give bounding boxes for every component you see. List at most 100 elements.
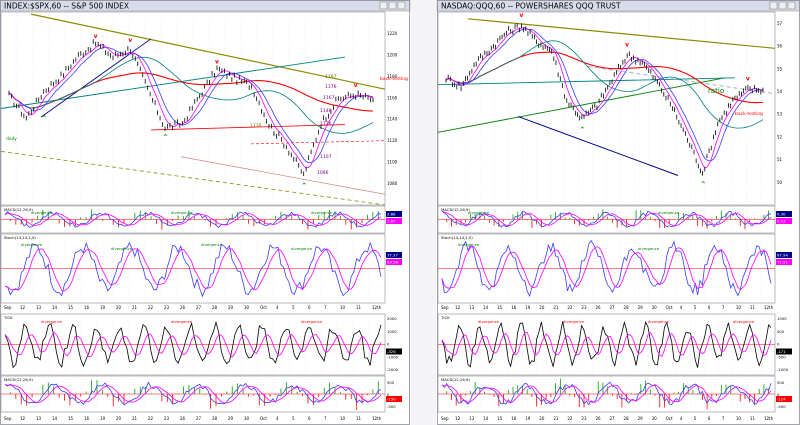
price-axis-label: 1160 <box>387 95 398 100</box>
value-badge <box>776 396 792 402</box>
maximize-icon[interactable] <box>388 1 397 10</box>
x-tick-label: 13 <box>469 305 475 310</box>
pivot-high-marker: v <box>128 37 132 44</box>
pivot-high-marker: v <box>215 59 219 66</box>
x-tick-label: 12 <box>20 416 26 421</box>
tick-axis-label: 1000 <box>777 316 787 321</box>
price-annotation: 1167 <box>323 95 335 101</box>
stoch-signal-line <box>4 248 382 292</box>
x-tick-label: Oct <box>666 416 673 421</box>
x-tick-label: Sep <box>4 305 12 310</box>
macd-signal-line <box>4 212 382 227</box>
moving-average-fast <box>8 44 374 169</box>
divergence-label: divergence <box>111 246 133 251</box>
tick-label: TICK <box>3 315 13 320</box>
tick-line <box>441 320 772 368</box>
close-icon[interactable] <box>397 1 406 10</box>
divergence-label: divergence <box>478 319 500 324</box>
price-axis-label: 50 <box>777 180 783 185</box>
macd2-line <box>441 381 772 406</box>
x-tick-label: 28 <box>624 416 630 421</box>
x-tick-label: 30 <box>652 305 658 310</box>
divergence-label: divergence <box>311 210 333 215</box>
trend-line-salmon <box>180 156 386 195</box>
price-axis-label: 1100 <box>387 160 398 165</box>
x-tick-label: 10 <box>340 416 346 421</box>
pivot-high-marker: v <box>354 82 358 89</box>
x-tick-label: 7 <box>324 305 327 310</box>
tick-signal-line <box>4 331 382 358</box>
x-tick-label: 12th <box>764 416 774 421</box>
x-tick-label: 22 <box>148 416 154 421</box>
tick-line <box>4 320 382 369</box>
price-annotation: 1130 <box>250 123 262 129</box>
close-icon[interactable] <box>787 1 796 10</box>
x-tick-label: 29 <box>638 305 644 310</box>
price-annotation: 1096 <box>317 170 329 176</box>
support-line <box>150 124 346 131</box>
divergence-label: divergence <box>658 210 680 215</box>
tick-axis-label: 0 <box>777 342 780 347</box>
x-tick-label: 27 <box>196 305 202 310</box>
value-badge <box>386 252 402 258</box>
x-tick-label: 4 <box>680 305 683 310</box>
x-tick-label: 12th <box>372 305 382 310</box>
macd-signal-line <box>441 210 772 227</box>
x-tick-label: 13 <box>469 416 475 421</box>
x-tick-label: 19 <box>100 305 106 310</box>
macd-label: MACD(12,26,9) <box>4 207 33 212</box>
x-tick-label: 16 <box>84 416 90 421</box>
minimize-icon[interactable] <box>769 1 778 10</box>
trend-line-olive-dashed <box>0 150 386 206</box>
moving-average-long <box>445 40 764 129</box>
price-axis-label: 1120 <box>387 138 398 143</box>
x-tick-label: Sep <box>441 305 449 310</box>
divergence-label: divergence <box>171 319 193 324</box>
x-tick-label: 22 <box>567 305 573 310</box>
moving-average-long <box>8 56 374 134</box>
minimize-icon[interactable] <box>379 1 388 10</box>
macd-value: 0.30 <box>777 212 786 217</box>
pivot-low-marker: ^ <box>580 127 585 134</box>
x-tick-label: 7 <box>722 305 725 310</box>
chart-title: INDEX:$SPX,60 -- S&P 500 INDEX <box>4 2 129 11</box>
x-tick-label: 11 <box>356 416 362 421</box>
x-tick-label: 5 <box>694 416 697 421</box>
x-tick-label: Oct <box>666 305 673 310</box>
price-axis-label: 56 <box>777 44 783 49</box>
x-tick-label: 23 <box>581 416 587 421</box>
x-tick-label: Oct <box>260 416 267 421</box>
x-tick-label: 20 <box>116 416 122 421</box>
x-tick-label: 27 <box>610 305 616 310</box>
stoch-value: 71.91 <box>777 260 788 265</box>
x-tick-label: 26 <box>595 416 601 421</box>
x-tick-label: 5 <box>694 305 697 310</box>
divergence-label: divergence <box>41 319 63 324</box>
support-line-dashed <box>250 140 386 145</box>
chart-title: NASDAQ:QQQ,60 -- POWERSHARES QQQ TRUST <box>441 2 621 11</box>
stoch-signal-line <box>441 245 772 291</box>
stoch-line <box>4 241 382 298</box>
price-axis-label: 53 <box>777 112 783 117</box>
x-tick-label: 21 <box>132 305 138 310</box>
pivot-high-marker: v <box>625 41 629 48</box>
x-tick-label: 13 <box>36 416 42 421</box>
price-axis-label: 1200 <box>387 52 398 57</box>
stoch-label: Stoch(14,14,1,0) <box>4 235 36 240</box>
maximize-icon[interactable] <box>778 1 787 10</box>
x-tick-label: 13 <box>36 305 42 310</box>
tick-signal-line <box>441 331 772 357</box>
value-badge <box>776 211 792 217</box>
x-tick-label: 19 <box>100 416 106 421</box>
tick-axis-label: -500 <box>777 354 786 359</box>
x-tick-label: 14 <box>483 416 489 421</box>
macd2-label: MACD(12,26,9) <box>4 377 33 382</box>
pivot-low-marker: ^ <box>42 115 47 122</box>
trend-line-green <box>437 77 726 133</box>
x-tick-label: 4 <box>680 416 683 421</box>
tick-value: -171 <box>777 349 786 354</box>
x-tick-label: 7 <box>324 416 327 421</box>
macd2-line <box>4 381 382 406</box>
tick-axis-label: -2000 <box>387 367 399 372</box>
x-tick-label: Oct <box>260 305 267 310</box>
